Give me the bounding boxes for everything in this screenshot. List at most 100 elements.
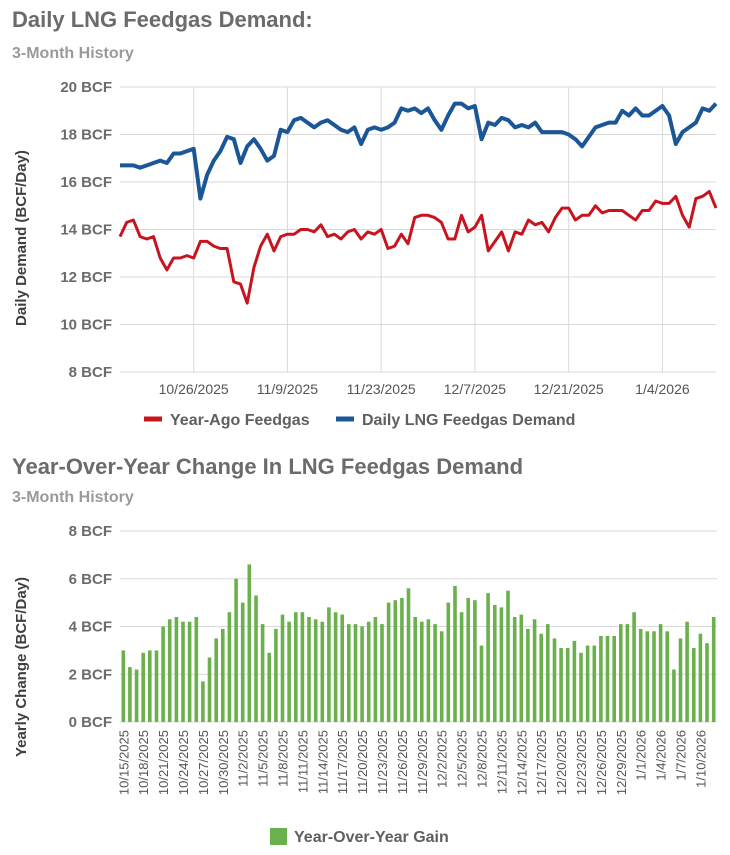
chart1-y-tick-label: 8 BCF [69, 364, 112, 381]
chart2-y-tick-label: 0 BCF [69, 714, 112, 731]
yoy-gain-bar [380, 624, 384, 722]
legend-yoy-gain-label: Year-Over-Year Gain [294, 829, 449, 846]
chart1-y-tick-label: 10 BCF [60, 317, 112, 334]
chart1-x-tick-label: 10/26/2025 [159, 381, 229, 397]
chart2-x-tick-label: 1/7/2026 [674, 730, 689, 781]
yoy-gain-bar [499, 607, 504, 722]
chart2-subtitle: 3-Month History [12, 489, 134, 506]
yoy-gain-bar [247, 564, 252, 722]
yoy-gain-bar [685, 621, 689, 722]
chart1-y-axis-label: Daily Demand (BCF/Day) [13, 150, 30, 326]
yoy-gain-bar [585, 645, 590, 722]
yoy-gain-bar [340, 614, 344, 722]
chart2-x-tick-label: 11/5/2025 [256, 730, 271, 787]
legend-year-ago-label: Year-Ago Feedgas [170, 412, 310, 429]
yoy-gain-bar [333, 612, 338, 722]
yoy-gain-bar [207, 657, 212, 722]
yoy-gain-bar [353, 624, 358, 722]
yoy-gain-bar [313, 619, 318, 722]
chart2-x-tick-label: 12/14/2025 [514, 730, 529, 795]
yoy-gain-bar [579, 652, 583, 722]
yoy-gain-bar [161, 626, 165, 722]
chart2-legend: Year-Over-Year Gain [270, 828, 449, 846]
yoy-gain-bar [366, 621, 371, 722]
chart2-x-tick-label: 12/8/2025 [475, 730, 490, 788]
yoy-gain-bar [121, 650, 126, 722]
yoy-gain-bar [486, 593, 490, 722]
yoy-gain-bar [181, 621, 185, 722]
chart2-x-tick-label: 11/20/2025 [355, 730, 370, 794]
yoy-gain-bar [433, 624, 437, 722]
chart2-x-tick-label: 10/27/2025 [196, 730, 211, 795]
yoy-gain-bar [658, 624, 663, 722]
chart2-x-tick-label: 10/24/2025 [176, 730, 191, 795]
chart2-x-tick-label: 10/15/2025 [116, 730, 131, 795]
yoy-gain-bar [201, 681, 205, 722]
yoy-gain-bar [300, 612, 305, 722]
yoy-gain-bar [572, 640, 577, 722]
chart1-y-tick-label: 12 BCF [60, 269, 112, 286]
yoy-gain-bar [559, 648, 563, 722]
yoy-gain-bar [532, 619, 537, 722]
chart1-x-tick-label: 11/9/2025 [257, 381, 318, 397]
chart1-x-tick-label: 12/7/2025 [444, 381, 506, 397]
chart2-x-tick-label: 12/5/2025 [455, 730, 470, 788]
chart2-x-tick-label: 12/17/2025 [534, 730, 549, 795]
chart2-x-tick-label: 11/11/2025 [295, 730, 310, 793]
yoy-gain-bar [592, 645, 597, 722]
yoy-gain-bar [420, 621, 424, 722]
yoy-gain-bar [214, 638, 218, 722]
yoy-gain-bar [360, 626, 364, 722]
yoy-gain-bar [672, 669, 676, 722]
yoy-gain-bar [479, 645, 484, 722]
chart1-y-tick-label: 18 BCF [60, 127, 112, 144]
yoy-gain-bar [187, 621, 192, 722]
yoy-gain-bar [426, 619, 431, 722]
chart2-y-tick-label: 2 BCF [69, 666, 112, 683]
yoy-gain-bar [148, 650, 152, 722]
chart2-y-tick-label: 4 BCF [69, 619, 112, 636]
yoy-gain-bar [711, 617, 716, 722]
yoy-gain-bar [294, 612, 298, 722]
yoy-gain-bar [565, 648, 570, 722]
yoy-gain-bar [638, 628, 643, 722]
yoy-gain-bar [698, 633, 703, 722]
chart1-title: Daily LNG Feedgas Demand: [12, 7, 313, 32]
yoy-gain-bar [459, 612, 464, 722]
chart2-x-tick-label: 1/10/2026 [693, 730, 708, 788]
yoy-gain-bar [347, 624, 351, 722]
chart2-x-tick-label: 11/29/2025 [415, 730, 430, 794]
chart2-x-tick-label: 1/1/2026 [634, 730, 649, 781]
yoy-gain-bar [167, 619, 172, 722]
chart1-subtitle: 3-Month History [12, 45, 134, 62]
yoy-gain-bar [619, 624, 623, 722]
yoy-gain-bar [154, 650, 159, 722]
chart2-x-tick-label: 10/18/2025 [136, 730, 151, 795]
yoy-gain-bar [128, 667, 132, 722]
chart2-x-tick-label: 10/21/2025 [156, 730, 171, 795]
chart1-x-tick-label: 11/23/2025 [347, 381, 416, 397]
chart2-x-tick-label: 1/4/2026 [654, 730, 669, 781]
yoy-gain-bar [705, 643, 709, 722]
chart2-x-tick-label: 11/17/2025 [335, 730, 350, 794]
yoy-gain-bar [260, 624, 265, 722]
daily-feedgas-line-chart: 8 BCF 10 BCF 12 BCF 14 BCF 16 BCF 18 BCF 20 BC… [13, 79, 718, 429]
yoy-gain-bar [240, 602, 245, 722]
yoy-gain-bar [227, 612, 232, 722]
chart2-title: Year-Over-Year Change In LNG Feedgas Dem… [12, 454, 524, 479]
yoy-gain-bar [307, 617, 311, 722]
chart2-x-tick-label: 12/11/2025 [494, 730, 509, 794]
yoy-gain-bar [692, 648, 696, 722]
yoy-gain-bar [174, 617, 179, 722]
yoy-gain-bar [221, 628, 225, 722]
yoy-gain-bar [393, 600, 398, 722]
legend-daily-demand-label: Daily LNG Feedgas Demand [362, 412, 575, 429]
yoy-gain-bar [287, 621, 291, 722]
chart2-y-tick-label: 6 BCF [69, 571, 112, 588]
chart2-x-tick-label: 12/26/2025 [594, 730, 609, 795]
chart2-y-tick-label: 8 BCF [69, 523, 112, 540]
yoy-gain-bar [413, 617, 417, 722]
yoy-gain-bar [446, 602, 451, 722]
chart1-y-tick-label: 20 BCF [60, 79, 112, 96]
